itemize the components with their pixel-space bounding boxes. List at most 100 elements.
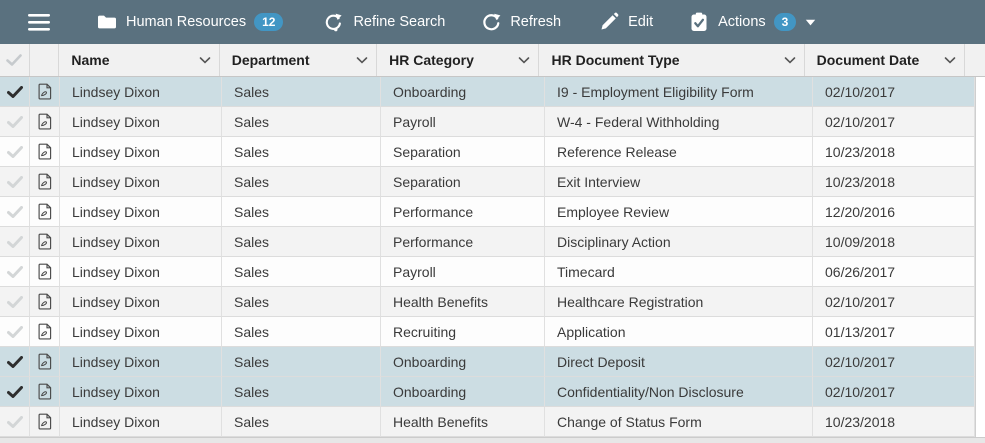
folder-button[interactable]: Human Resources 12 bbox=[97, 13, 284, 31]
cell-hr-document-type: Confidentiality/Non Disclosure bbox=[545, 377, 813, 407]
chevron-down-icon[interactable] bbox=[518, 56, 530, 64]
cell-hr-document-type: Disciplinary Action bbox=[545, 227, 813, 257]
cell-hr-document-type: Employee Review bbox=[545, 197, 813, 227]
cell-department: Sales bbox=[222, 347, 381, 377]
table-row[interactable]: Lindsey Dixon Sales Payroll W-4 - Federa… bbox=[0, 107, 975, 137]
pdf-file-icon[interactable] bbox=[30, 317, 60, 347]
table-header: Name Department HR Category HR Document … bbox=[0, 44, 985, 77]
cell-hr-category: Onboarding bbox=[381, 377, 545, 407]
table-row[interactable]: Lindsey Dixon Sales Onboarding I9 - Empl… bbox=[0, 77, 975, 107]
scrollbar-track[interactable] bbox=[975, 77, 985, 437]
cell-hr-category: Recruiting bbox=[381, 317, 545, 347]
table-row[interactable]: Lindsey Dixon Sales Payroll Timecard 06/… bbox=[0, 257, 975, 287]
row-checkbox[interactable] bbox=[0, 197, 30, 227]
header-gutter bbox=[965, 44, 985, 76]
chevron-down-icon[interactable] bbox=[356, 56, 368, 64]
table-body: Lindsey Dixon Sales Onboarding I9 - Empl… bbox=[0, 77, 975, 437]
check-icon bbox=[6, 205, 23, 218]
redo-arrow-icon bbox=[323, 12, 344, 33]
pdf-file-icon[interactable] bbox=[30, 287, 60, 317]
row-checkbox[interactable] bbox=[0, 407, 30, 437]
table-footer-strip bbox=[0, 437, 985, 443]
chevron-down-icon[interactable] bbox=[199, 56, 211, 64]
actions-button[interactable]: Actions 3 bbox=[689, 12, 816, 33]
pdf-file-icon[interactable] bbox=[30, 377, 60, 407]
pdf-file-icon[interactable] bbox=[30, 227, 60, 257]
cell-hr-document-type: Healthcare Registration bbox=[545, 287, 813, 317]
table-row[interactable]: Lindsey Dixon Sales Onboarding Confident… bbox=[0, 377, 975, 407]
refresh-label: Refresh bbox=[510, 14, 562, 30]
row-checkbox[interactable] bbox=[0, 137, 30, 167]
table-row[interactable]: Lindsey Dixon Sales Separation Reference… bbox=[0, 137, 975, 167]
cell-department: Sales bbox=[222, 107, 381, 137]
table-row[interactable]: Lindsey Dixon Sales Onboarding Direct De… bbox=[0, 347, 975, 377]
refresh-icon bbox=[481, 12, 501, 33]
hamburger-icon bbox=[28, 13, 50, 31]
check-icon bbox=[6, 385, 23, 398]
pdf-file-icon[interactable] bbox=[30, 407, 60, 437]
column-header-name[interactable]: Name bbox=[59, 44, 220, 76]
table-row[interactable]: Lindsey Dixon Sales Separation Exit Inte… bbox=[0, 167, 975, 197]
row-checkbox[interactable] bbox=[0, 227, 30, 257]
pdf-file-icon[interactable] bbox=[30, 347, 60, 377]
table-row[interactable]: Lindsey Dixon Sales Recruiting Applicati… bbox=[0, 317, 975, 347]
table-row[interactable]: Lindsey Dixon Sales Performance Discipli… bbox=[0, 227, 975, 257]
table-row[interactable]: Lindsey Dixon Sales Health Benefits Chan… bbox=[0, 407, 975, 437]
cell-name: Lindsey Dixon bbox=[60, 137, 222, 167]
row-checkbox[interactable] bbox=[0, 77, 30, 107]
pdf-file-icon[interactable] bbox=[30, 77, 60, 107]
cell-department: Sales bbox=[222, 137, 381, 167]
cell-document-date: 10/23/2018 bbox=[813, 407, 975, 437]
select-all-header[interactable] bbox=[0, 44, 30, 76]
row-checkbox[interactable] bbox=[0, 167, 30, 197]
column-header-document-date[interactable]: Document Date bbox=[805, 44, 966, 76]
column-header-hr-category[interactable]: HR Category bbox=[377, 44, 540, 76]
check-icon bbox=[6, 325, 23, 338]
caret-down-icon bbox=[805, 19, 816, 26]
row-checkbox[interactable] bbox=[0, 257, 30, 287]
row-checkbox[interactable] bbox=[0, 107, 30, 137]
cell-name: Lindsey Dixon bbox=[60, 287, 222, 317]
refresh-button[interactable]: Refresh bbox=[481, 12, 561, 33]
edit-label: Edit bbox=[628, 14, 654, 30]
refine-search-label: Refine Search bbox=[353, 14, 446, 30]
pdf-file-icon[interactable] bbox=[30, 167, 60, 197]
column-header-hr-document-type[interactable]: HR Document Type bbox=[539, 44, 805, 76]
check-icon bbox=[6, 415, 23, 428]
cell-hr-category: Health Benefits bbox=[381, 407, 545, 437]
pdf-file-icon[interactable] bbox=[30, 257, 60, 287]
check-icon bbox=[6, 175, 23, 188]
row-checkbox[interactable] bbox=[0, 317, 30, 347]
menu-button[interactable] bbox=[28, 13, 59, 31]
cell-document-date: 02/10/2017 bbox=[813, 377, 975, 407]
chevron-down-icon[interactable] bbox=[944, 56, 956, 64]
check-icon bbox=[6, 235, 23, 248]
pdf-file-icon[interactable] bbox=[30, 197, 60, 227]
cell-document-date: 02/10/2017 bbox=[813, 287, 975, 317]
table-row[interactable]: Lindsey Dixon Sales Health Benefits Heal… bbox=[0, 287, 975, 317]
cell-department: Sales bbox=[222, 257, 381, 287]
cell-department: Sales bbox=[222, 227, 381, 257]
pdf-file-icon[interactable] bbox=[30, 107, 60, 137]
cell-hr-document-type: W-4 - Federal Withholding bbox=[545, 107, 813, 137]
cell-name: Lindsey Dixon bbox=[60, 167, 222, 197]
column-header-department[interactable]: Department bbox=[220, 44, 378, 76]
table-row[interactable]: Lindsey Dixon Sales Performance Employee… bbox=[0, 197, 975, 227]
row-checkbox[interactable] bbox=[0, 377, 30, 407]
cell-document-date: 12/20/2016 bbox=[813, 197, 975, 227]
cell-department: Sales bbox=[222, 317, 381, 347]
pdf-file-icon[interactable] bbox=[30, 137, 60, 167]
refine-search-button[interactable]: Refine Search bbox=[323, 12, 445, 33]
cell-hr-document-type: Direct Deposit bbox=[545, 347, 813, 377]
clipboard-check-icon bbox=[689, 12, 709, 33]
cell-hr-document-type: Reference Release bbox=[545, 137, 813, 167]
row-checkbox[interactable] bbox=[0, 347, 30, 377]
cell-name: Lindsey Dixon bbox=[60, 107, 222, 137]
edit-button[interactable]: Edit bbox=[599, 12, 653, 32]
cell-hr-category: Payroll bbox=[381, 257, 545, 287]
chevron-down-icon[interactable] bbox=[784, 56, 796, 64]
cell-name: Lindsey Dixon bbox=[60, 377, 222, 407]
column-label: Name bbox=[71, 52, 110, 68]
select-all-check-icon bbox=[6, 54, 23, 66]
row-checkbox[interactable] bbox=[0, 287, 30, 317]
